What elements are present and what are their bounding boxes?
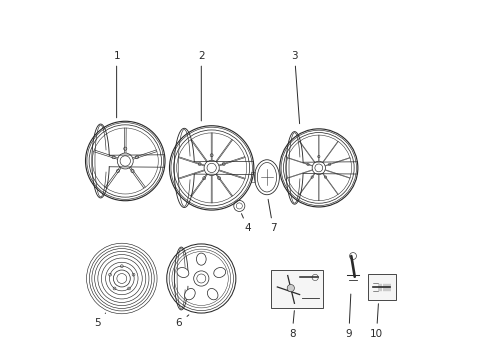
Text: 4: 4 [241, 213, 251, 233]
Text: 2: 2 [198, 51, 204, 121]
Ellipse shape [207, 288, 218, 300]
Text: 6: 6 [175, 315, 188, 328]
Bar [367, 274, 395, 300]
Text: 5: 5 [94, 313, 105, 328]
Circle shape [286, 284, 294, 292]
Bar [270, 270, 322, 308]
Text: 8: 8 [288, 311, 295, 339]
Ellipse shape [196, 253, 206, 265]
Text: 7: 7 [267, 199, 276, 233]
Ellipse shape [177, 267, 188, 278]
Bar [250, 172, 254, 182]
Ellipse shape [184, 288, 195, 300]
Text: 3: 3 [291, 51, 299, 124]
Text: 9: 9 [345, 294, 351, 339]
Ellipse shape [213, 267, 225, 278]
Text: 10: 10 [369, 304, 382, 339]
Text: 1: 1 [113, 51, 120, 118]
